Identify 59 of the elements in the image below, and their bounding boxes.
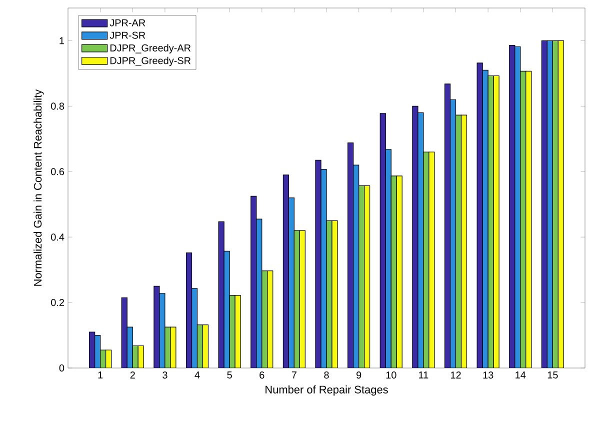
bar — [380, 113, 386, 368]
x-tick-label: 13 — [483, 372, 494, 379]
bar — [455, 114, 462, 368]
bar — [558, 40, 564, 368]
bar — [191, 288, 198, 368]
bar — [520, 70, 526, 368]
bar — [294, 230, 300, 368]
x-tick-label: 10 — [386, 372, 396, 379]
y-tick-label: 0.8 — [51, 102, 64, 110]
x-tick-label: 6 — [260, 372, 264, 379]
bar — [202, 324, 209, 368]
bar — [186, 252, 192, 368]
bar — [526, 70, 532, 368]
y-tick-label: 0.6 — [51, 168, 64, 176]
bar — [250, 196, 257, 368]
bar — [514, 46, 521, 368]
bar — [390, 176, 397, 368]
x-axis-title: Number of Repair Stages — [266, 385, 388, 396]
x-tick-label: 7 — [292, 372, 296, 378]
x-tick-label: 3 — [162, 372, 168, 379]
y-tick-label: 1 — [60, 37, 64, 44]
y-tick-label: 0.2 — [51, 299, 64, 306]
x-tick-label: 11 — [419, 372, 428, 378]
bar — [541, 40, 548, 368]
bar — [288, 198, 294, 368]
x-tick-label: 2 — [130, 372, 135, 378]
legend-label: JPR-SR — [110, 32, 146, 39]
bar — [358, 185, 365, 368]
bar — [262, 270, 268, 368]
bar — [450, 99, 456, 368]
legend-label: DJPR_Greedy-SR — [110, 56, 191, 66]
x-tick-label: 5 — [227, 372, 232, 378]
y-tick-label: 0 — [59, 364, 64, 372]
bar — [552, 40, 558, 368]
bar — [256, 218, 262, 368]
y-tick-label: 0.4 — [51, 234, 64, 241]
bar — [122, 298, 128, 368]
x-tick-label: 12 — [450, 372, 461, 378]
bar — [396, 176, 402, 368]
bar — [385, 149, 392, 368]
bar — [353, 164, 360, 368]
legend-label: JPR-AR — [110, 19, 146, 26]
bar — [460, 114, 468, 368]
x-tick-label: 9 — [356, 372, 362, 379]
bar — [267, 270, 274, 368]
x-tick-label: 4 — [194, 372, 200, 378]
bar — [348, 142, 354, 368]
x-tick-label: 15 — [548, 372, 558, 378]
bar — [546, 40, 553, 368]
y-axis-title: Normalized Gain in Content Reachability — [34, 89, 44, 286]
legend-label: DJPR_Greedy-AR — [110, 44, 191, 54]
bar — [444, 84, 451, 368]
x-tick-label: 1 — [98, 372, 103, 378]
x-tick-label: 14 — [516, 372, 526, 378]
x-tick-label: 8 — [324, 372, 329, 379]
bar — [282, 174, 289, 368]
bar — [509, 45, 516, 368]
bar — [299, 230, 306, 368]
bar — [364, 185, 370, 368]
